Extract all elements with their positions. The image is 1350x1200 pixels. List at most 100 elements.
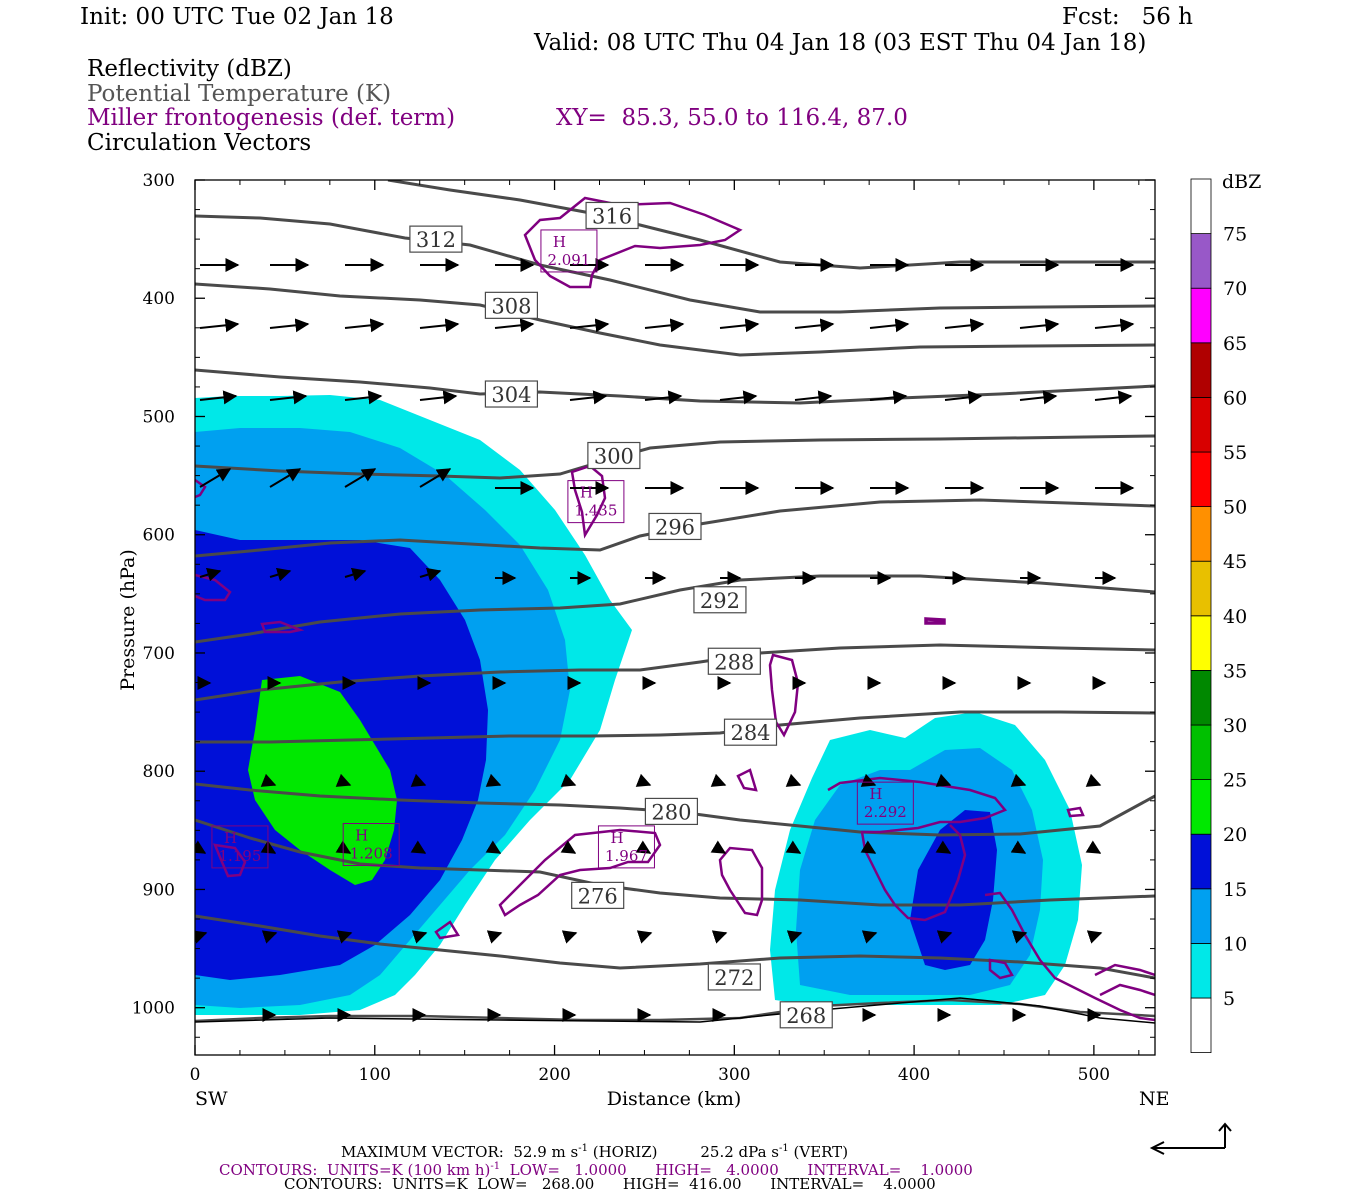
theta-label: 296 <box>648 512 702 541</box>
colorbar-label: 65 <box>1223 333 1247 355</box>
colorbar-label: 60 <box>1223 387 1247 409</box>
vector-arrow <box>935 840 952 854</box>
fronto-high-marker: H2.292 <box>856 781 914 825</box>
vector-arrow <box>195 930 208 944</box>
theta-300 <box>195 434 1155 480</box>
vector-arrow <box>936 930 953 944</box>
theta-labels: 316 312 308 304 300 296 292 288 284 280 276 272 268 <box>409 201 833 1029</box>
vector-arrow <box>199 468 232 488</box>
vector-arrow <box>261 930 278 944</box>
vector-arrow <box>344 318 385 333</box>
theta-contour-info: CONTOURS: UNITS=K LOW= 268.00 HIGH= 416.… <box>284 1175 936 1193</box>
theta-288 <box>195 643 1155 702</box>
vector-arrow <box>419 567 442 582</box>
valid-time: Valid: 08 UTC Thu 04 Jan 18 (03 EST Thu … <box>534 30 1147 56</box>
vector-arrow <box>710 840 727 854</box>
theta-label-text: 280 <box>651 800 691 824</box>
vector-arrow <box>1011 930 1028 944</box>
vector-arrow <box>485 773 502 787</box>
x-tick-label: 500 <box>1078 1065 1110 1085</box>
vector-arrow <box>644 318 685 333</box>
refl-20-west <box>248 676 397 885</box>
colorbar-swatch <box>1190 833 1212 890</box>
colorbar-label: 10 <box>1223 933 1247 955</box>
theta-label: 288 <box>707 647 761 675</box>
theta-label: 308 <box>484 291 539 319</box>
colorbar-swatch <box>1190 670 1212 726</box>
vector-arrow <box>269 390 308 405</box>
colorbar-swatch <box>1190 451 1212 507</box>
theta-label-text: 268 <box>786 1004 826 1028</box>
colorbar-label: 20 <box>1223 824 1247 846</box>
theta-284 <box>195 710 1155 744</box>
vector-arrow <box>335 773 352 787</box>
field-vectors-title: Circulation Vectors <box>87 130 312 156</box>
colorbar-unit: dBZ <box>1222 171 1261 193</box>
reference-vector-icon <box>1149 1122 1232 1155</box>
y-tick-label: 800 <box>143 762 175 782</box>
y-tick-label: 900 <box>143 880 175 900</box>
vector-arrow <box>860 773 877 787</box>
colorbar-label: 75 <box>1223 224 1247 246</box>
theta-label-text: 272 <box>714 966 754 990</box>
fronto-high-marker: H1.435 <box>567 480 625 524</box>
vector-arrow <box>1019 390 1058 405</box>
vector-arrow <box>419 318 460 333</box>
fronto-high-marker: H1.208 <box>342 823 400 867</box>
vector-arrow <box>344 390 383 405</box>
colorbar-swatch <box>1190 615 1212 671</box>
x-axis-right-label: NE <box>1139 1088 1170 1110</box>
cross-section-coordinates: XY= 85.3, 55.0 to 116.4, 87.0 <box>556 105 908 131</box>
max-vector-info: MAXIMUM VECTOR: 52.9 m s-1 (HORIZ) 25.2 … <box>341 1143 849 1161</box>
colorbar-label: 40 <box>1223 606 1247 628</box>
field-theta-title: Potential Temperature (K) <box>87 81 392 107</box>
colorbar-swatch <box>1190 888 1212 944</box>
vector-arrow <box>636 930 653 944</box>
vector-arrow <box>344 468 377 488</box>
fronto-high-letter: H <box>355 827 368 845</box>
x-axis-title: Distance (km) <box>607 1088 742 1110</box>
forecast-hour: Fcst: 56 h <box>1062 4 1193 30</box>
vector-arrow <box>869 390 908 405</box>
fronto-high-letter: H <box>224 829 237 847</box>
vector-arrow <box>419 390 458 405</box>
fronto-high-value: 2.091 <box>547 251 590 269</box>
fronto-high-value: 1.208 <box>350 845 393 863</box>
vector-arrow <box>335 840 352 854</box>
vector-arrow <box>935 773 952 787</box>
y-tick-label: 400 <box>143 289 175 309</box>
colorbar-label: 55 <box>1223 442 1247 464</box>
theta-label-text: 296 <box>655 515 695 539</box>
vector-arrow <box>635 773 652 787</box>
fronto-high-value: 1.967 <box>605 847 648 865</box>
vector-arrow <box>869 318 910 333</box>
vector-arrow <box>560 773 577 787</box>
theta-label: 300 <box>587 441 641 470</box>
vector-arrow <box>719 390 758 405</box>
vector-arrow <box>195 840 207 854</box>
init-time: Init: 00 UTC Tue 02 Jan 18 <box>80 4 394 30</box>
theta-label: 304 <box>484 380 539 408</box>
field-reflectivity-title: Reflectivity (dBZ) <box>87 56 292 82</box>
plot-frame <box>194 179 1156 1056</box>
vector-arrow <box>569 390 608 405</box>
theta-label-text: 312 <box>416 228 456 252</box>
colorbar-label: 35 <box>1223 660 1247 682</box>
vector-arrow <box>199 567 222 582</box>
colorbar: 5 10 15 20 25 30 35 40 45 50 55 60 65 70 75 dBZ <box>1190 171 1261 1053</box>
vector-arrow <box>560 840 577 854</box>
fronto-high-value: 1.195 <box>218 847 261 865</box>
theta-label: 280 <box>644 797 699 826</box>
vector-arrow <box>486 930 503 944</box>
colorbar-swatch <box>1190 724 1212 780</box>
theta-label-text: 300 <box>594 445 634 469</box>
vector-arrow <box>561 930 578 944</box>
fronto-high-marker: H1.195 <box>211 825 269 869</box>
theta-label-text: 288 <box>714 650 754 674</box>
vector-arrow <box>260 840 277 854</box>
colorbar-label: 70 <box>1223 278 1247 300</box>
vector-arrow <box>711 930 728 944</box>
vector-arrow <box>410 773 427 787</box>
fronto-high-value: 1.435 <box>574 502 617 520</box>
